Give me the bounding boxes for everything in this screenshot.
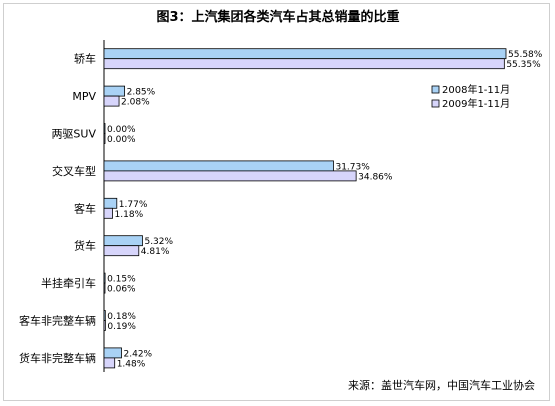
legend-label: 2009年1-11月 bbox=[442, 97, 510, 110]
data-label: 0.00% bbox=[107, 125, 136, 135]
data-label: 55.58% bbox=[508, 50, 543, 60]
source-note: 来源：盖世汽车网，中国汽车工业协会 bbox=[348, 378, 535, 392]
data-label: 1.18% bbox=[115, 210, 144, 220]
bar bbox=[103, 347, 122, 359]
data-label: 2.08% bbox=[121, 98, 150, 108]
category-label: 两驱SUV bbox=[51, 128, 96, 141]
legend-swatch bbox=[431, 85, 440, 94]
bar bbox=[103, 310, 106, 321]
bar bbox=[103, 282, 106, 294]
data-label: 0.15% bbox=[107, 275, 136, 285]
category-label: 客车非完整车辆 bbox=[19, 314, 96, 328]
bar bbox=[103, 357, 116, 369]
data-label: 4.81% bbox=[141, 247, 170, 257]
data-label: 0.00% bbox=[107, 135, 136, 145]
bar bbox=[103, 320, 106, 331]
bar bbox=[103, 197, 118, 209]
data-label: 2.85% bbox=[127, 88, 156, 98]
category-label: 轿车 bbox=[74, 52, 96, 66]
category-label: 货车 bbox=[74, 239, 96, 253]
data-label: 5.32% bbox=[144, 237, 173, 247]
category-label: 货车非完整车辆 bbox=[19, 351, 96, 365]
bar bbox=[103, 48, 507, 60]
bar bbox=[103, 272, 106, 284]
category-label: MPV bbox=[72, 90, 96, 103]
bar bbox=[103, 235, 143, 247]
bar bbox=[103, 133, 106, 144]
bar-marks: 轿车 55.58%55.35%MPV 2.85%2.08%两驱SUV 0.00%0.0… bbox=[19, 48, 543, 369]
data-label: 55.35% bbox=[506, 60, 541, 70]
bar bbox=[103, 160, 334, 172]
data-label: 1.77% bbox=[119, 200, 148, 210]
bar bbox=[103, 123, 106, 134]
bar bbox=[103, 58, 505, 70]
bar bbox=[103, 85, 126, 97]
bar bbox=[103, 95, 120, 107]
data-label: 0.06% bbox=[107, 285, 136, 295]
chart-title: 图3：上汽集团各类汽车占其总销量的比重 bbox=[156, 9, 399, 25]
data-label: 1.48% bbox=[117, 359, 146, 369]
data-label: 0.19% bbox=[107, 322, 136, 332]
category-label: 交叉车型 bbox=[52, 164, 96, 178]
bar bbox=[103, 170, 357, 182]
category-label: 半挂牵引车 bbox=[41, 276, 96, 290]
data-label: 34.86% bbox=[358, 172, 393, 182]
legend-swatch bbox=[431, 99, 440, 108]
data-label: 0.18% bbox=[107, 312, 136, 322]
legend-label: 2008年1-11月 bbox=[442, 83, 510, 96]
data-label: 31.73% bbox=[335, 162, 370, 172]
bar bbox=[103, 207, 113, 219]
data-label: 2.42% bbox=[124, 349, 153, 359]
bar bbox=[103, 245, 140, 257]
category-label: 客车 bbox=[74, 201, 96, 215]
